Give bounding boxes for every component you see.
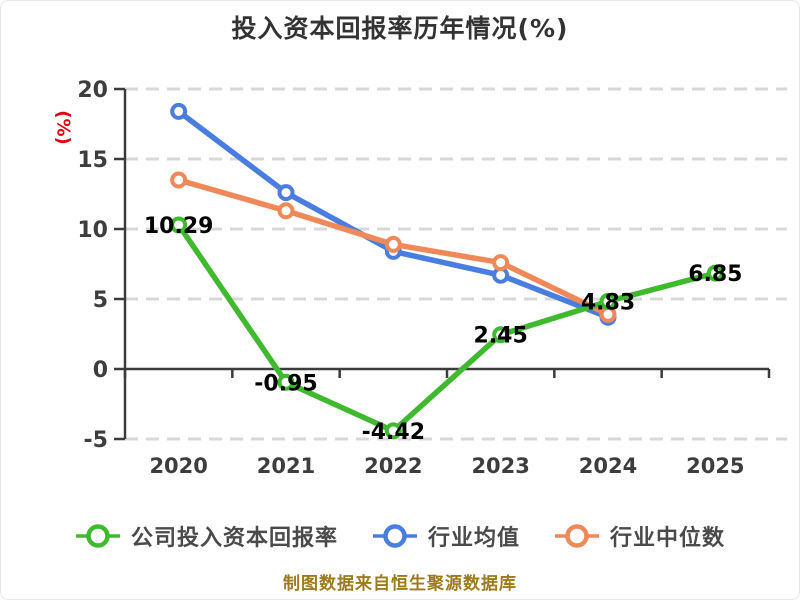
x-tick-label: 2024 — [579, 454, 637, 478]
legend-label: 行业中位数 — [610, 526, 726, 551]
data-point-series-0 — [599, 292, 617, 310]
legend-circle — [565, 524, 589, 548]
chart-legend: 公司投入资本回报率 行业均值 行业中位数 — [1, 520, 799, 552]
data-label: 6.85 — [688, 262, 742, 287]
series-line-0 — [175, 222, 719, 434]
y-tick-label: 0 — [93, 358, 108, 383]
x-tick-label: 2025 — [686, 454, 744, 478]
legend-marker-icon — [372, 524, 417, 548]
data-point-series-1 — [170, 102, 188, 120]
x-tick-label: 2021 — [257, 454, 315, 478]
data-label: -0.95 — [254, 371, 317, 396]
data-point-series-0 — [706, 264, 724, 282]
x-tick-label: 2023 — [471, 454, 529, 478]
data-point-series-2 — [277, 202, 295, 220]
data-label: 10.29 — [144, 214, 214, 239]
legend-marker-icon — [75, 524, 120, 548]
legend-item-1: 行业均值 — [372, 520, 520, 552]
data-point-series-2 — [384, 235, 402, 253]
data-point-series-0 — [277, 373, 295, 391]
data-point-series-2 — [170, 171, 188, 189]
legend-circle — [86, 524, 110, 548]
y-tick-label: 5 — [93, 288, 108, 313]
x-tick-label: 2020 — [149, 454, 207, 478]
y-tick-label: 20 — [77, 78, 108, 103]
legend-circle — [383, 524, 407, 548]
data-point-series-0 — [492, 326, 510, 344]
legend-item-0: 公司投入资本回报率 — [75, 520, 338, 552]
data-point-series-1 — [277, 184, 295, 202]
data-label: -4.42 — [362, 420, 425, 445]
data-point-series-0 — [170, 216, 188, 234]
data-label: 4.83 — [581, 290, 635, 315]
legend-label: 公司投入资本回报率 — [130, 526, 338, 551]
y-tick-label: 10 — [77, 218, 108, 243]
legend-marker-icon — [555, 524, 599, 548]
data-source-note: 制图数据来自恒生聚源数据库 — [283, 574, 517, 594]
data-point-series-0 — [384, 422, 402, 440]
data-point-series-2 — [492, 254, 510, 272]
legend-label: 行业均值 — [427, 526, 520, 551]
y-tick-label: -5 — [84, 428, 108, 453]
y-axis-unit-label: (%) — [52, 110, 74, 145]
legend-item-2: 行业中位数 — [554, 520, 725, 552]
x-tick-label: 2022 — [364, 454, 422, 478]
data-label: 2.45 — [474, 324, 528, 349]
y-tick-label: 15 — [77, 148, 108, 173]
chart-title: 投入资本回报率历年情况(%) — [231, 14, 569, 43]
